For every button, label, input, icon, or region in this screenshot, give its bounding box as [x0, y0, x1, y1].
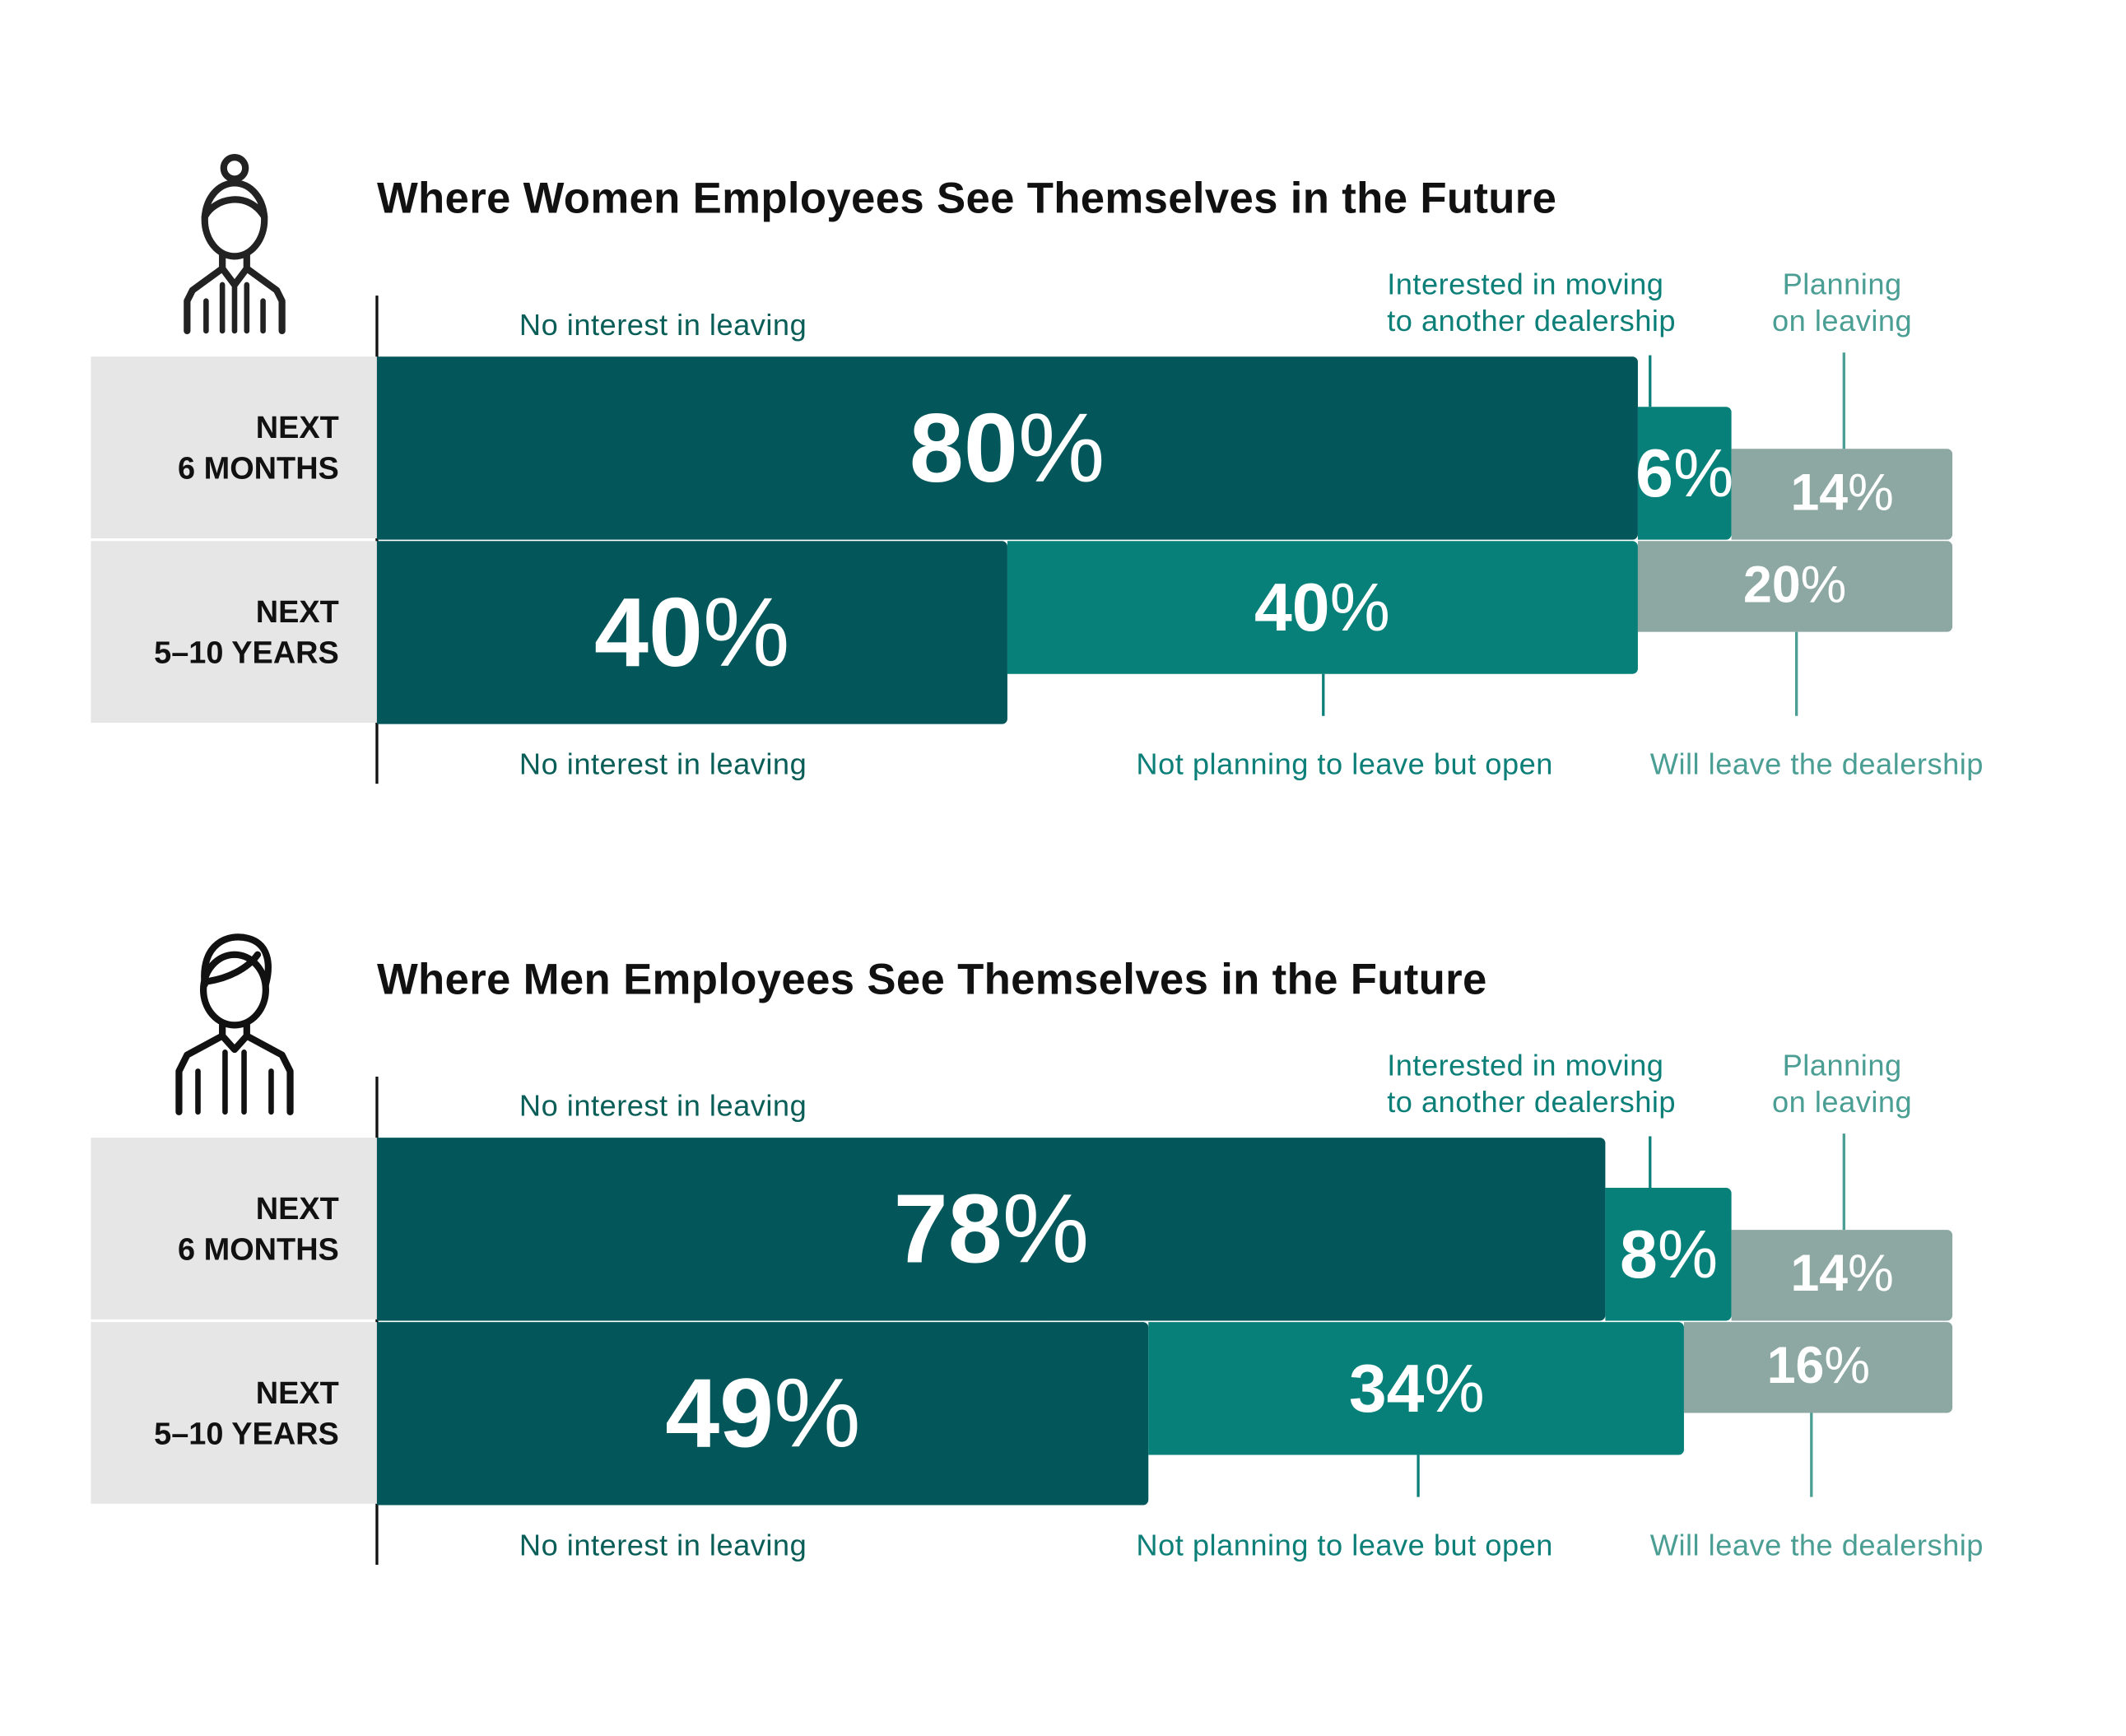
percent-sign: %	[1848, 465, 1894, 523]
label-line: Interested in moving	[1387, 1048, 1664, 1082]
bottom-label-no-interest: No interest in leaving	[519, 747, 807, 781]
bar-segment: 49%	[376, 1322, 1149, 1506]
row-label-line2: 6 MONTHS	[178, 1231, 339, 1267]
axis-line	[375, 1076, 379, 1565]
bottom-label-open: Not planning to leave but open	[1136, 747, 1553, 781]
bar-segment: 14%	[1732, 449, 1953, 540]
bar-segment: 20%	[1637, 541, 1953, 632]
bar-segment: 78%	[376, 1138, 1606, 1321]
top-label-no-interest: No interest in leaving	[519, 1088, 807, 1123]
percent-sign: %	[1329, 569, 1390, 646]
value-label: 49	[665, 1359, 775, 1468]
bar-segment: 40%	[376, 541, 1007, 724]
value-label: 14	[1790, 465, 1849, 523]
percent-sign: %	[702, 578, 790, 687]
row-label-line2: 6 MONTHS	[178, 449, 339, 486]
row-label-line1: NEXT	[255, 593, 339, 630]
percent-sign: %	[1017, 393, 1105, 503]
percent-sign: %	[1002, 1175, 1090, 1284]
top-label-moving: Interested in moving to another dealershi…	[1387, 1047, 1676, 1120]
men-chart: Where Men Employees See Themselves in th…	[0, 781, 2126, 1565]
leader-line	[1649, 355, 1652, 407]
value-label: 8	[1620, 1216, 1658, 1292]
leader-line	[1810, 1413, 1814, 1497]
woman-icon	[184, 153, 286, 335]
leader-line	[1794, 631, 1798, 716]
leader-line	[1649, 1136, 1652, 1189]
leader-line	[1842, 352, 1845, 449]
value-label: 16	[1766, 1338, 1825, 1396]
value-label: 40	[594, 578, 703, 687]
value-label: 14	[1790, 1245, 1849, 1304]
leader-line	[1417, 1454, 1420, 1497]
bar-segment: 80%	[376, 356, 1638, 540]
top-label-moving: Interested in moving to another dealershi…	[1387, 266, 1676, 339]
row-label-5-10-years: NEXT 5–10 YEARS	[91, 1322, 377, 1504]
bottom-label-open: Not planning to leave but open	[1136, 1528, 1553, 1562]
leader-line	[1322, 673, 1325, 716]
percent-sign: %	[1800, 557, 1847, 615]
percent-sign: %	[1672, 435, 1734, 512]
value-label: 20	[1743, 557, 1801, 615]
row-label-line2: 5–10 YEARS	[154, 1415, 339, 1451]
bar-segment: 40%	[1007, 541, 1638, 674]
man-icon	[175, 933, 294, 1115]
top-label-planning: Planning on leaving	[1747, 266, 1938, 339]
bottom-label-will-leave: Will leave the dealership	[1649, 747, 1984, 781]
bar-segment: 34%	[1148, 1322, 1685, 1455]
label-line: on leaving	[1772, 1084, 1913, 1119]
value-label: 6	[1635, 435, 1673, 512]
label-line: Interested in moving	[1387, 267, 1664, 301]
value-label: 40	[1254, 569, 1330, 646]
percent-sign: %	[774, 1359, 861, 1468]
label-line: to another dealership	[1387, 1084, 1677, 1119]
label-line: to another dealership	[1387, 303, 1677, 338]
bottom-label-no-interest: No interest in leaving	[519, 1528, 807, 1562]
percent-sign: %	[1657, 1216, 1719, 1292]
value-label: 80	[909, 393, 1018, 503]
bottom-label-will-leave: Will leave the dealership	[1649, 1528, 1984, 1562]
row-label-6-months: NEXT 6 MONTHS	[91, 356, 377, 538]
row-label-6-months: NEXT 6 MONTHS	[91, 1138, 377, 1319]
bar-segment: 8%	[1605, 1188, 1733, 1321]
value-label: 78	[893, 1175, 1003, 1284]
value-label: 34	[1348, 1350, 1425, 1426]
row-label-line1: NEXT	[255, 1375, 339, 1411]
percent-sign: %	[1424, 1350, 1485, 1426]
percent-sign: %	[1848, 1245, 1894, 1304]
bar-segment: 6%	[1635, 407, 1734, 540]
percent-sign: %	[1824, 1338, 1871, 1396]
top-label-no-interest: No interest in leaving	[519, 307, 807, 342]
label-line: Planning	[1782, 267, 1902, 301]
row-label-line1: NEXT	[255, 409, 339, 445]
top-label-planning: Planning on leaving	[1747, 1047, 1938, 1120]
label-line: on leaving	[1772, 303, 1913, 338]
row-label-line1: NEXT	[255, 1190, 339, 1226]
label-line: Planning	[1782, 1048, 1902, 1082]
bar-segment: 14%	[1732, 1230, 1953, 1321]
chart-title: Where Men Employees See Themselves in th…	[376, 954, 1487, 1004]
leader-line	[1842, 1133, 1845, 1231]
row-label-5-10-years: NEXT 5–10 YEARS	[91, 541, 377, 724]
women-chart: Where Women Employees See Themselves in …	[0, 0, 2126, 784]
chart-title: Where Women Employees See Themselves in …	[376, 173, 1557, 223]
row-label-line2: 5–10 YEARS	[154, 634, 339, 670]
bar-segment: 16%	[1684, 1322, 1953, 1413]
